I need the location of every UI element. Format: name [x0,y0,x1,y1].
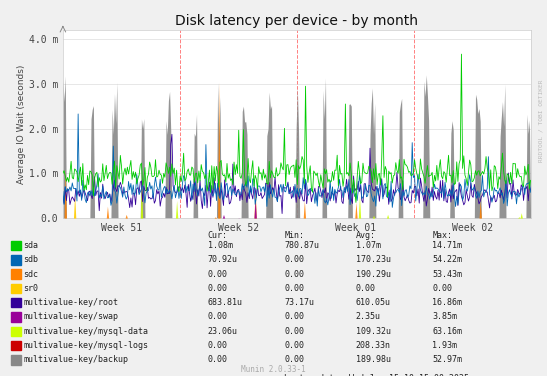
Text: 0.00: 0.00 [284,312,305,321]
Text: multivalue-key/mysql-data: multivalue-key/mysql-data [24,327,149,336]
Text: 70.92u: 70.92u [208,255,238,264]
Text: multivalue-key/mysql-logs: multivalue-key/mysql-logs [24,341,149,350]
Text: 63.16m: 63.16m [432,327,462,336]
Text: 0.00: 0.00 [284,355,305,364]
Text: 1.07m: 1.07m [356,241,381,250]
Text: 0.00: 0.00 [208,355,228,364]
Text: Last update: Wed Jan 15 10:15:00 2025: Last update: Wed Jan 15 10:15:00 2025 [284,374,469,376]
Text: RRDTOOL / TOBI OETIKER: RRDTOOL / TOBI OETIKER [538,79,543,162]
Text: sda: sda [24,241,38,250]
Text: 208.33n: 208.33n [356,341,391,350]
Text: 53.43m: 53.43m [432,270,462,279]
Text: Min:: Min: [284,231,305,240]
Text: 190.29u: 190.29u [356,270,391,279]
Text: 1.93m: 1.93m [432,341,457,350]
Text: 170.23u: 170.23u [356,255,391,264]
Text: 16.86m: 16.86m [432,298,462,307]
Text: 1.08m: 1.08m [208,241,233,250]
Text: 2.35u: 2.35u [356,312,381,321]
Text: Avg:: Avg: [356,231,376,240]
Text: 109.32u: 109.32u [356,327,391,336]
Y-axis label: Average IO Wait (seconds): Average IO Wait (seconds) [17,64,26,184]
Text: Cur:: Cur: [208,231,228,240]
Text: 0.00: 0.00 [284,270,305,279]
Text: sr0: sr0 [24,284,38,293]
Title: Disk latency per device - by month: Disk latency per device - by month [175,14,418,27]
Text: 54.22m: 54.22m [432,255,462,264]
Text: 683.81u: 683.81u [208,298,243,307]
Text: 189.98u: 189.98u [356,355,391,364]
Text: 0.00: 0.00 [356,284,376,293]
Text: multivalue-key/backup: multivalue-key/backup [24,355,129,364]
Text: 0.00: 0.00 [208,270,228,279]
Text: 23.06u: 23.06u [208,327,238,336]
Text: 0.00: 0.00 [208,341,228,350]
Text: 14.71m: 14.71m [432,241,462,250]
Text: 0.00: 0.00 [284,284,305,293]
Text: 610.05u: 610.05u [356,298,391,307]
Text: Munin 2.0.33-1: Munin 2.0.33-1 [241,365,306,374]
Text: 73.17u: 73.17u [284,298,315,307]
Text: 0.00: 0.00 [208,312,228,321]
Text: sdc: sdc [24,270,38,279]
Text: 52.97m: 52.97m [432,355,462,364]
Text: 0.00: 0.00 [284,341,305,350]
Text: 0.00: 0.00 [208,284,228,293]
Text: sdb: sdb [24,255,38,264]
Text: 780.87u: 780.87u [284,241,319,250]
Text: 0.00: 0.00 [284,327,305,336]
Text: Max:: Max: [432,231,452,240]
Text: 3.85m: 3.85m [432,312,457,321]
Text: multivalue-key/swap: multivalue-key/swap [24,312,119,321]
Text: multivalue-key/root: multivalue-key/root [24,298,119,307]
Text: 0.00: 0.00 [284,255,305,264]
Text: 0.00: 0.00 [432,284,452,293]
